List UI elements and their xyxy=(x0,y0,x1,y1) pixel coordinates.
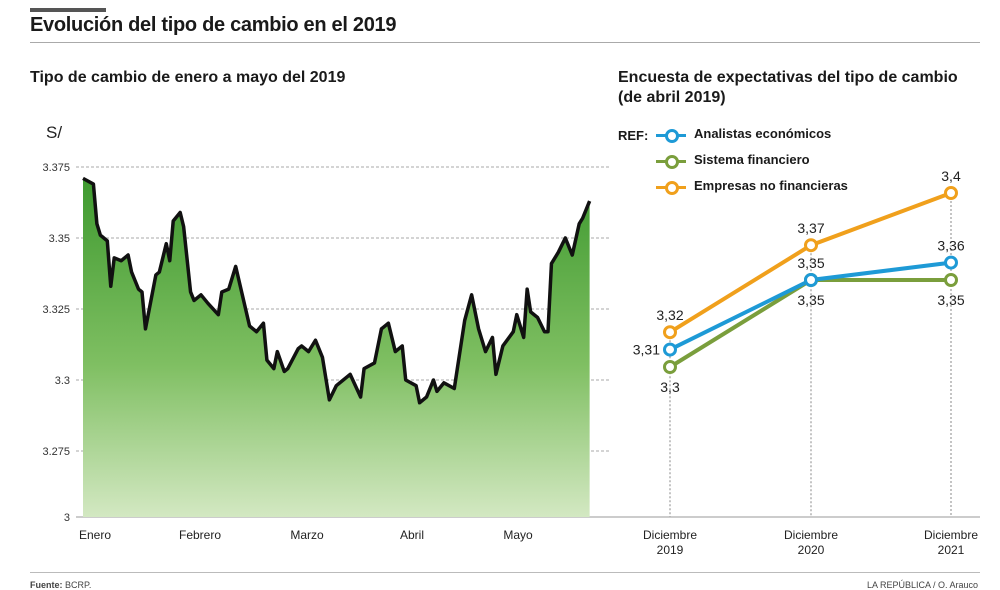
left-chart-title: Tipo de cambio de enero a mayo del 2019 xyxy=(30,69,346,86)
series-point-0 xyxy=(804,273,818,287)
legend-item-empresas: Empresas no financieras xyxy=(656,178,848,196)
x-tick-label: Diciembre xyxy=(924,528,978,542)
data-label: 3,36 xyxy=(937,238,964,254)
title-accent-bar xyxy=(30,8,106,12)
x-tick-label: Enero xyxy=(79,528,111,542)
series-point-2 xyxy=(944,186,958,200)
data-label: 3,3 xyxy=(660,379,680,395)
exchange-rate-line xyxy=(82,176,592,405)
x-tick-label: 2020 xyxy=(798,543,825,557)
page-title: Evolución del tipo de cambio en el 2019 xyxy=(30,14,397,36)
legend-swatch-icon xyxy=(656,180,686,195)
series-point-2 xyxy=(663,325,677,340)
x-tick-label: Febrero xyxy=(179,528,221,542)
x-tick-label: Diciembre xyxy=(643,528,697,542)
legend-prefix: REF: xyxy=(618,128,649,143)
data-label: 3,4 xyxy=(941,168,961,184)
credit: LA REPÚBLICA / O. Arauco xyxy=(866,580,978,590)
x-tick-label: 2021 xyxy=(938,543,965,557)
x-tick-label: Marzo xyxy=(290,528,324,542)
legend-swatch-icon xyxy=(656,128,686,143)
legend-label: Sistema financiero xyxy=(694,152,810,167)
data-label: 3,35 xyxy=(797,292,824,308)
legend-swatch-icon xyxy=(656,154,686,169)
y-tick-label: 3.275 xyxy=(42,446,70,458)
data-label: 3,37 xyxy=(797,220,824,236)
data-label: 3,31 xyxy=(633,342,660,358)
data-label: 3,35 xyxy=(797,255,824,271)
source-label: Fuente: xyxy=(30,580,63,590)
series-point-0 xyxy=(663,342,677,357)
legend-label: Analistas económicos xyxy=(694,126,832,141)
area-fill xyxy=(83,178,590,518)
header-divider xyxy=(30,42,980,43)
y-tick-label: 3.3 xyxy=(55,375,70,387)
y-tick-label: 3.325 xyxy=(42,304,70,316)
series-point-0 xyxy=(944,255,958,270)
data-label: 3,35 xyxy=(937,292,964,308)
x-tick-label: Diciembre xyxy=(784,528,838,542)
x-tick-label: Mayo xyxy=(503,528,533,542)
legend-item-sistema: Sistema financiero xyxy=(656,152,810,170)
source-note: Fuente: BCRP. xyxy=(30,580,91,590)
legend-item-analistas: Analistas económicos xyxy=(656,126,831,144)
y-tick-label: 3 xyxy=(64,512,70,524)
source-value: BCRP. xyxy=(65,580,92,590)
series-point-2 xyxy=(804,238,818,253)
legend-label: Empresas no financieras xyxy=(694,178,848,193)
y-tick-label: 3.375 xyxy=(42,162,70,174)
footer-divider xyxy=(30,572,980,573)
x-tick-label: 2019 xyxy=(657,543,684,557)
series-point-1 xyxy=(944,273,958,287)
right-chart-title: Encuesta de expectativas del tipo de cam… xyxy=(618,69,958,106)
series-point-1 xyxy=(663,360,677,374)
y-tick-label: 3.35 xyxy=(49,233,70,245)
y-axis-unit: S/ xyxy=(46,123,62,142)
x-tick-label: Abril xyxy=(400,528,424,542)
data-label: 3,32 xyxy=(656,307,683,323)
